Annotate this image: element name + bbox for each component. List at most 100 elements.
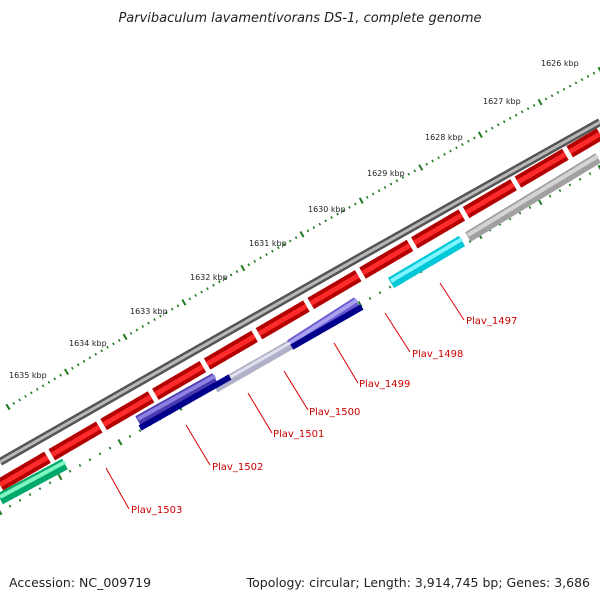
gene-plav-1497-segment[interactable] <box>387 153 600 289</box>
major-tick <box>477 131 483 138</box>
minor-tick <box>318 222 322 226</box>
minor-tick <box>431 159 434 163</box>
minor-tick <box>388 285 392 289</box>
minor-tick <box>108 446 112 450</box>
minor-tick <box>277 246 280 250</box>
minor-tick <box>490 126 494 130</box>
minor-tick <box>35 387 39 391</box>
minor-tick <box>59 373 62 377</box>
minor-tick <box>368 297 372 300</box>
minor-tick <box>141 324 145 328</box>
map-title: Parvibaculum lavamentivorans DS-1, compl… <box>118 11 482 26</box>
minor-tick <box>578 177 582 181</box>
gene-label-plav-1500[interactable]: Plav_1500 <box>309 407 360 418</box>
minor-tick <box>348 205 351 209</box>
minor-tick <box>514 113 518 117</box>
forward-strand-genes[interactable] <box>0 128 600 491</box>
gene-plav-1500-segment[interactable] <box>290 304 364 350</box>
minor-tick <box>147 321 150 325</box>
minor-tick <box>526 107 530 111</box>
minor-tick <box>401 176 405 179</box>
major-tick <box>57 473 63 481</box>
minor-tick <box>94 352 98 356</box>
minor-tick <box>377 189 381 193</box>
minor-tick <box>294 236 298 240</box>
minor-tick <box>138 429 142 433</box>
minor-tick <box>588 172 592 176</box>
minor-tick <box>389 182 393 186</box>
minor-tick <box>128 435 132 438</box>
minor-tick <box>354 202 357 206</box>
kbp-label: 1626 kbp <box>541 59 579 68</box>
minor-tick <box>425 162 428 166</box>
minor-tick <box>330 216 333 219</box>
gene-label-plav-1498[interactable]: Plav_1498 <box>412 349 463 360</box>
minor-tick <box>407 172 411 176</box>
minor-tick <box>502 120 506 124</box>
gene-label-plav-1501[interactable]: Plav_1501 <box>273 429 324 440</box>
minor-tick <box>78 464 82 467</box>
gene-label-plav-1502[interactable]: Plav_1502 <box>212 462 263 473</box>
minor-tick <box>212 283 215 287</box>
minor-tick <box>558 189 562 192</box>
minor-tick <box>247 263 251 267</box>
minor-tick <box>496 123 500 127</box>
minor-tick <box>371 192 375 196</box>
minor-tick <box>18 498 22 502</box>
minor-tick <box>518 211 522 215</box>
kbp-scale-labels: 1626 kbp 1627 kbp 1628 kbp 1629 kbp 1630… <box>9 59 579 380</box>
minor-tick <box>98 452 102 456</box>
minor-tick <box>71 366 74 370</box>
gene-label-plav-1497[interactable]: Plav_1497 <box>466 316 517 327</box>
minor-tick <box>47 380 51 384</box>
minor-tick <box>48 481 52 485</box>
major-tick <box>358 197 364 204</box>
major-tick <box>181 299 187 306</box>
kbp-label: 1635 kbp <box>9 371 47 380</box>
minor-tick <box>485 130 488 133</box>
minor-tick <box>170 307 174 311</box>
gene-plav-1499-segment[interactable] <box>287 297 360 350</box>
kbp-label: 1632 kbp <box>190 273 228 282</box>
minor-tick <box>544 97 548 101</box>
major-tick <box>0 509 3 516</box>
minor-tick <box>342 209 345 213</box>
minor-tick <box>229 273 233 277</box>
minor-tick <box>153 318 156 321</box>
genome-backbone <box>0 118 600 466</box>
minor-tick <box>8 504 12 508</box>
major-tick <box>418 164 424 171</box>
minor-tick <box>532 104 536 107</box>
major-tick <box>117 438 123 446</box>
minor-tick <box>282 242 286 246</box>
gene-plav-1503-segment[interactable] <box>0 458 68 505</box>
minor-tick <box>18 398 21 402</box>
minor-tick <box>82 359 86 363</box>
minor-tick <box>528 206 532 209</box>
minor-tick <box>461 143 464 146</box>
minor-tick <box>200 290 203 294</box>
minor-tick <box>188 297 192 301</box>
minor-tick <box>383 186 387 189</box>
gene-plav-1502-segment[interactable] <box>135 373 232 431</box>
gene-label-plav-1503[interactable]: Plav_1503 <box>131 505 182 516</box>
kbp-label: 1628 kbp <box>425 133 463 142</box>
minor-tick <box>271 249 274 253</box>
minor-tick <box>580 78 584 82</box>
minor-tick <box>100 349 103 353</box>
minor-tick <box>235 270 239 273</box>
gene-label-plav-1499[interactable]: Plav_1499 <box>359 379 410 390</box>
minor-tick <box>88 356 92 360</box>
kbp-label: 1627 kbp <box>483 97 521 106</box>
minor-tick <box>473 136 476 140</box>
minor-tick <box>395 179 399 183</box>
outer-tick-marks <box>5 66 600 411</box>
minor-tick <box>449 149 452 153</box>
minor-tick <box>562 87 566 91</box>
minor-tick <box>176 304 180 308</box>
minor-tick <box>265 253 268 256</box>
kbp-label: 1633 kbp <box>130 307 168 316</box>
minor-tick <box>129 331 133 335</box>
minor-tick <box>520 110 524 114</box>
